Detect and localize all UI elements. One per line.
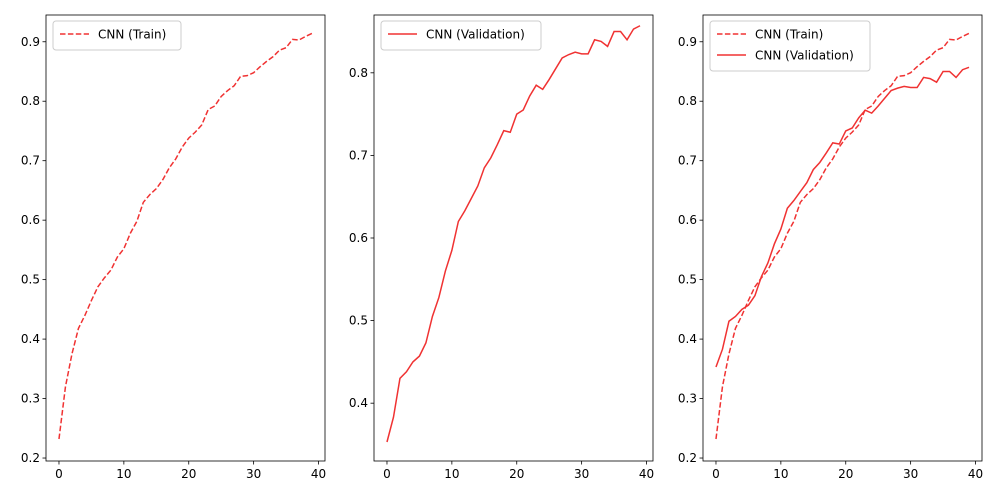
y-tick-label: 0.2 xyxy=(21,451,40,465)
y-tick-label: 0.8 xyxy=(349,66,368,80)
y-tick-label: 0.5 xyxy=(678,273,697,287)
y-tick-label: 0.8 xyxy=(678,94,697,108)
y-tick-label: 0.3 xyxy=(678,392,697,406)
y-tick-label: 0.9 xyxy=(21,35,40,49)
y-tick-label: 0.4 xyxy=(349,396,368,410)
x-tick-label: 30 xyxy=(246,467,261,481)
y-tick-label: 0.6 xyxy=(21,213,40,227)
y-tick-label: 0.8 xyxy=(21,94,40,108)
y-tick-label: 0.7 xyxy=(678,154,697,168)
x-tick-label: 0 xyxy=(712,467,720,481)
y-tick-label: 0.9 xyxy=(678,35,697,49)
series-line-train xyxy=(715,32,970,440)
y-tick-label: 0.5 xyxy=(349,314,368,328)
x-tick-label: 40 xyxy=(311,467,326,481)
legend-box xyxy=(709,20,871,72)
x-tick-label: 30 xyxy=(903,467,918,481)
y-tick-label: 0.4 xyxy=(678,332,697,346)
series-line-validation xyxy=(715,66,970,368)
legend-label: CNN (Validation) xyxy=(426,28,525,42)
x-tick-label: 20 xyxy=(509,467,524,481)
x-tick-label: 10 xyxy=(444,467,459,481)
legend-label: CNN (Train) xyxy=(98,28,166,42)
legend-box xyxy=(52,20,182,51)
axes-frame xyxy=(45,14,326,462)
x-tick-label: 40 xyxy=(639,467,654,481)
panel-3: 0 10 20 30 40 0.2 0.3 0.4 0.5 0.6 0.7 0.8 0.9 CNN (Tr… xyxy=(678,14,983,481)
series-line-train xyxy=(58,32,313,440)
panel-1: 0 10 20 30 40 0.2 0.3 0.4 0.5 0.6 0.7 0.8 0.9 CNN (Tr… xyxy=(21,14,326,481)
y-tick-label: 0.5 xyxy=(21,273,40,287)
y-tick-label: 0.3 xyxy=(21,392,40,406)
legend-box xyxy=(380,20,542,51)
y-tick-label: 0.2 xyxy=(678,451,697,465)
legend-label: CNN (Validation) xyxy=(755,49,854,63)
x-tick-label: 10 xyxy=(116,467,131,481)
y-tick-label: 0.6 xyxy=(349,231,368,245)
axes-frame xyxy=(702,14,983,462)
x-tick-label: 0 xyxy=(383,467,391,481)
y-tick-label: 0.6 xyxy=(678,213,697,227)
x-tick-label: 30 xyxy=(574,467,589,481)
y-tick-label: 0.7 xyxy=(349,148,368,162)
y-tick-label: 0.4 xyxy=(21,332,40,346)
x-tick-label: 20 xyxy=(181,467,196,481)
x-tick-label: 0 xyxy=(55,467,63,481)
x-tick-label: 40 xyxy=(968,467,983,481)
series-line-validation xyxy=(386,25,641,443)
y-tick-label: 0.7 xyxy=(21,154,40,168)
panel-2: 0 10 20 30 40 0.4 0.5 0.6 0.7 0.8 CNN (Validation) xyxy=(349,14,654,481)
legend-label: CNN (Train) xyxy=(755,28,823,42)
axes-frame xyxy=(373,14,654,462)
x-tick-label: 10 xyxy=(773,467,788,481)
x-tick-label: 20 xyxy=(838,467,853,481)
